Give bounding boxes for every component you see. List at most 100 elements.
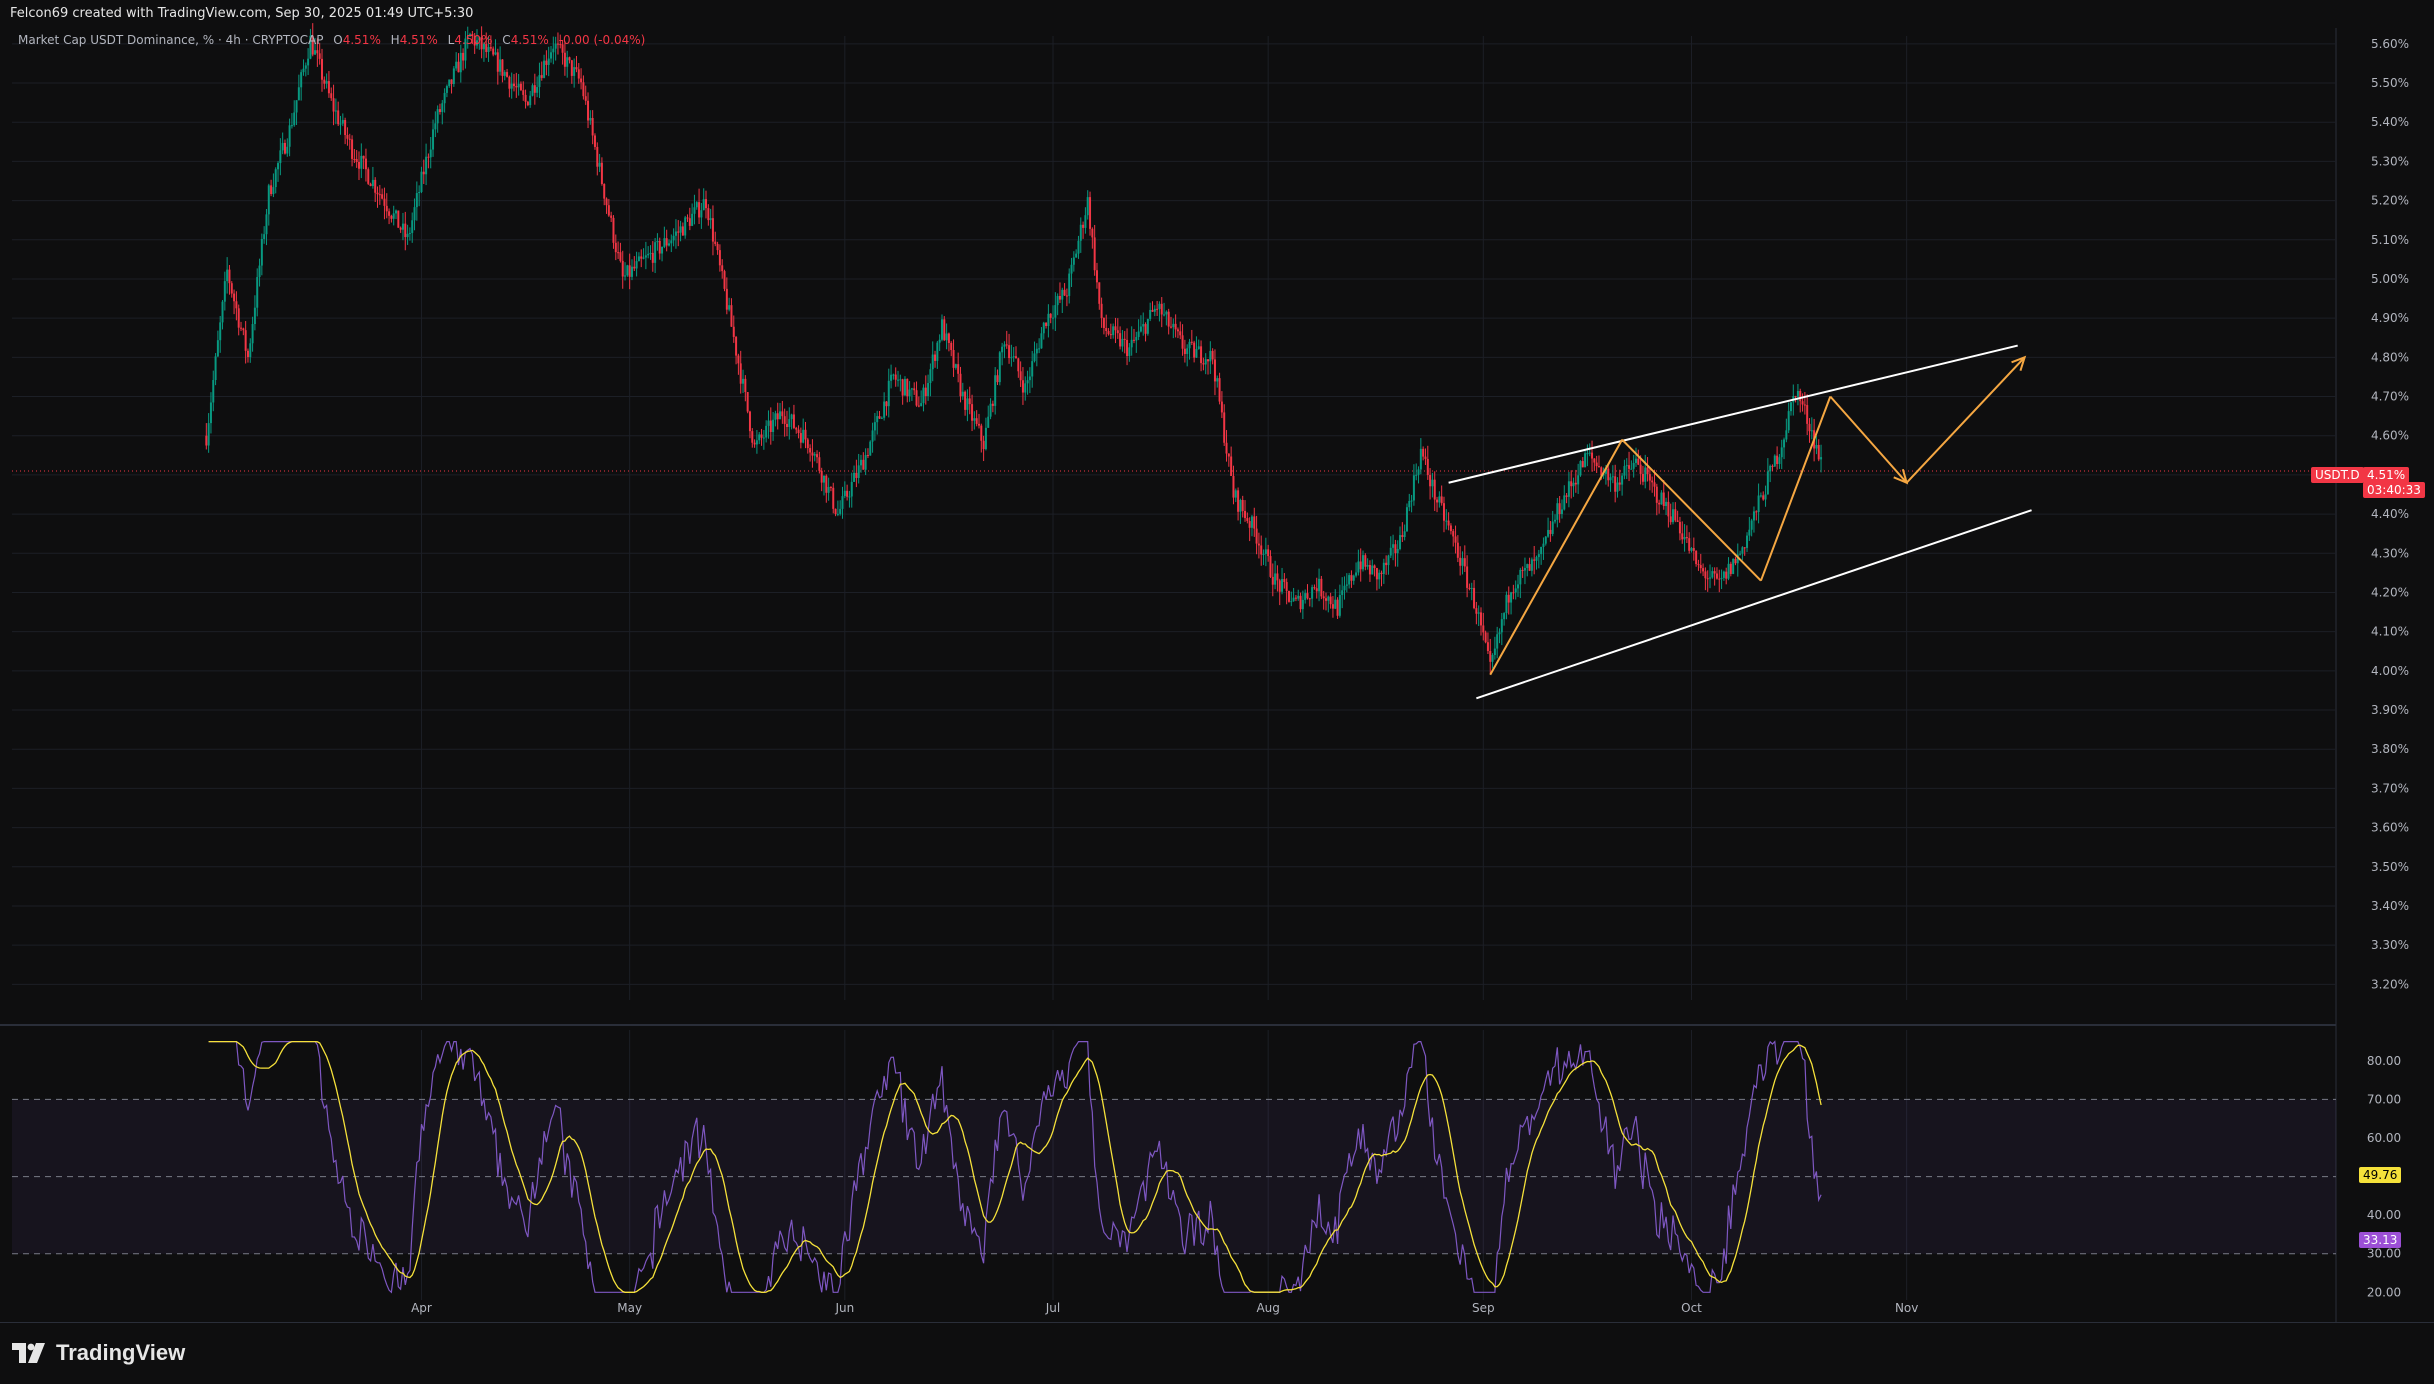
candle-body [1449,525,1452,532]
candle-body [748,411,751,432]
candle-body [1810,430,1813,432]
candle-body [1128,347,1131,357]
candle-body [397,210,400,228]
candle-body [1156,308,1159,310]
candle-body [1542,543,1545,547]
candle-body [427,156,430,158]
candle-body [1658,502,1661,505]
candle-body [1116,330,1119,334]
candle-body [910,388,913,390]
candle-body [362,155,365,159]
candle-body [1225,442,1228,454]
y-tick-label: 3.70% [2371,781,2409,795]
candle-body [482,43,485,50]
candle-body [536,87,539,93]
candle-body [1329,596,1332,605]
candle-body [1239,499,1242,512]
candle-body [862,459,865,470]
candle-body [1586,453,1589,455]
candle-body [1820,457,1823,460]
chart-canvas[interactable]: 5.60% 5.50% 5.40% 5.30% 5.20% 5.10% 5.00% 4.90%… [0,0,2434,1322]
candle-body [1690,548,1693,551]
tradingview-logo[interactable]: TradingView [12,1340,185,1366]
candle-body [1715,573,1718,579]
candle-body [563,52,566,67]
y-tick-label: 3.50% [2371,860,2409,874]
candle-body [860,459,863,466]
candle-body [1736,554,1739,564]
candle-body [1098,282,1101,304]
y-tick-label: 5.00% [2371,272,2409,286]
candle-body [510,83,513,89]
candle-body [829,486,832,488]
candle-body [1158,303,1161,309]
candle-body [959,373,962,397]
candle-body [818,457,821,471]
candle-body [711,218,714,242]
candle-body [314,50,317,55]
drawings[interactable] [1448,344,2032,700]
candle-body [593,135,596,147]
candle-body [339,123,342,125]
candle-body [1202,363,1205,365]
candle-body [1510,592,1513,603]
candle-body [418,192,421,194]
candle-body [654,242,657,263]
candle-body [1047,313,1050,326]
candle-body [705,199,708,209]
candle-body [1142,324,1145,327]
candle-body [1713,571,1716,574]
candle-body [533,85,536,93]
candle-body [1651,480,1654,483]
candle-body [943,319,946,341]
x-tick-label: Jul [1045,1301,1060,1315]
y-tick-label: 3.40% [2371,899,2409,913]
candle-body [1183,348,1186,354]
candle-body [656,240,659,243]
candle-body [295,100,298,113]
candle-body [1287,590,1290,602]
candle-body [772,419,775,433]
legend-close: 4.51% [510,33,549,47]
candle-body [1667,501,1670,517]
candle-body [223,281,226,302]
candle-body [1697,564,1700,566]
candle-body [272,187,275,195]
candle-body [1572,482,1575,487]
candle-body [864,455,867,470]
candle-body [1808,423,1811,432]
rsi-tick-label: 40.00 [2367,1208,2401,1222]
candle-body [920,403,923,407]
candle-body [700,210,703,218]
candle-body [820,470,823,483]
candle-body [1038,348,1041,350]
candle-body [353,158,356,160]
candle-body [1105,327,1108,331]
candle-body [240,327,243,329]
candle-body [621,260,624,277]
candle-body [1040,333,1043,349]
candle-body [1399,535,1402,549]
candle-body [1597,466,1600,468]
candle-body [751,431,754,443]
candle-body [1350,575,1353,581]
candle-body [1486,642,1489,651]
candle-body [1672,509,1675,523]
candle-body [270,185,273,195]
candle-body [1607,468,1610,481]
candle-body [1415,474,1418,476]
candle-body [1392,544,1395,548]
candle-body [290,125,293,127]
candle-body [1604,468,1607,474]
legend-open: 4.51% [342,33,381,47]
candle-body [1468,587,1471,589]
candle-body [901,379,904,396]
candle-body [434,123,437,130]
candle-body [219,322,222,341]
candle-body [938,339,941,343]
legend-low-label: L [447,33,455,47]
candle-body [519,83,522,91]
rsi-tick-label: 60.00 [2367,1131,2401,1145]
candle-body [1195,348,1198,358]
candle-body [1318,578,1321,592]
